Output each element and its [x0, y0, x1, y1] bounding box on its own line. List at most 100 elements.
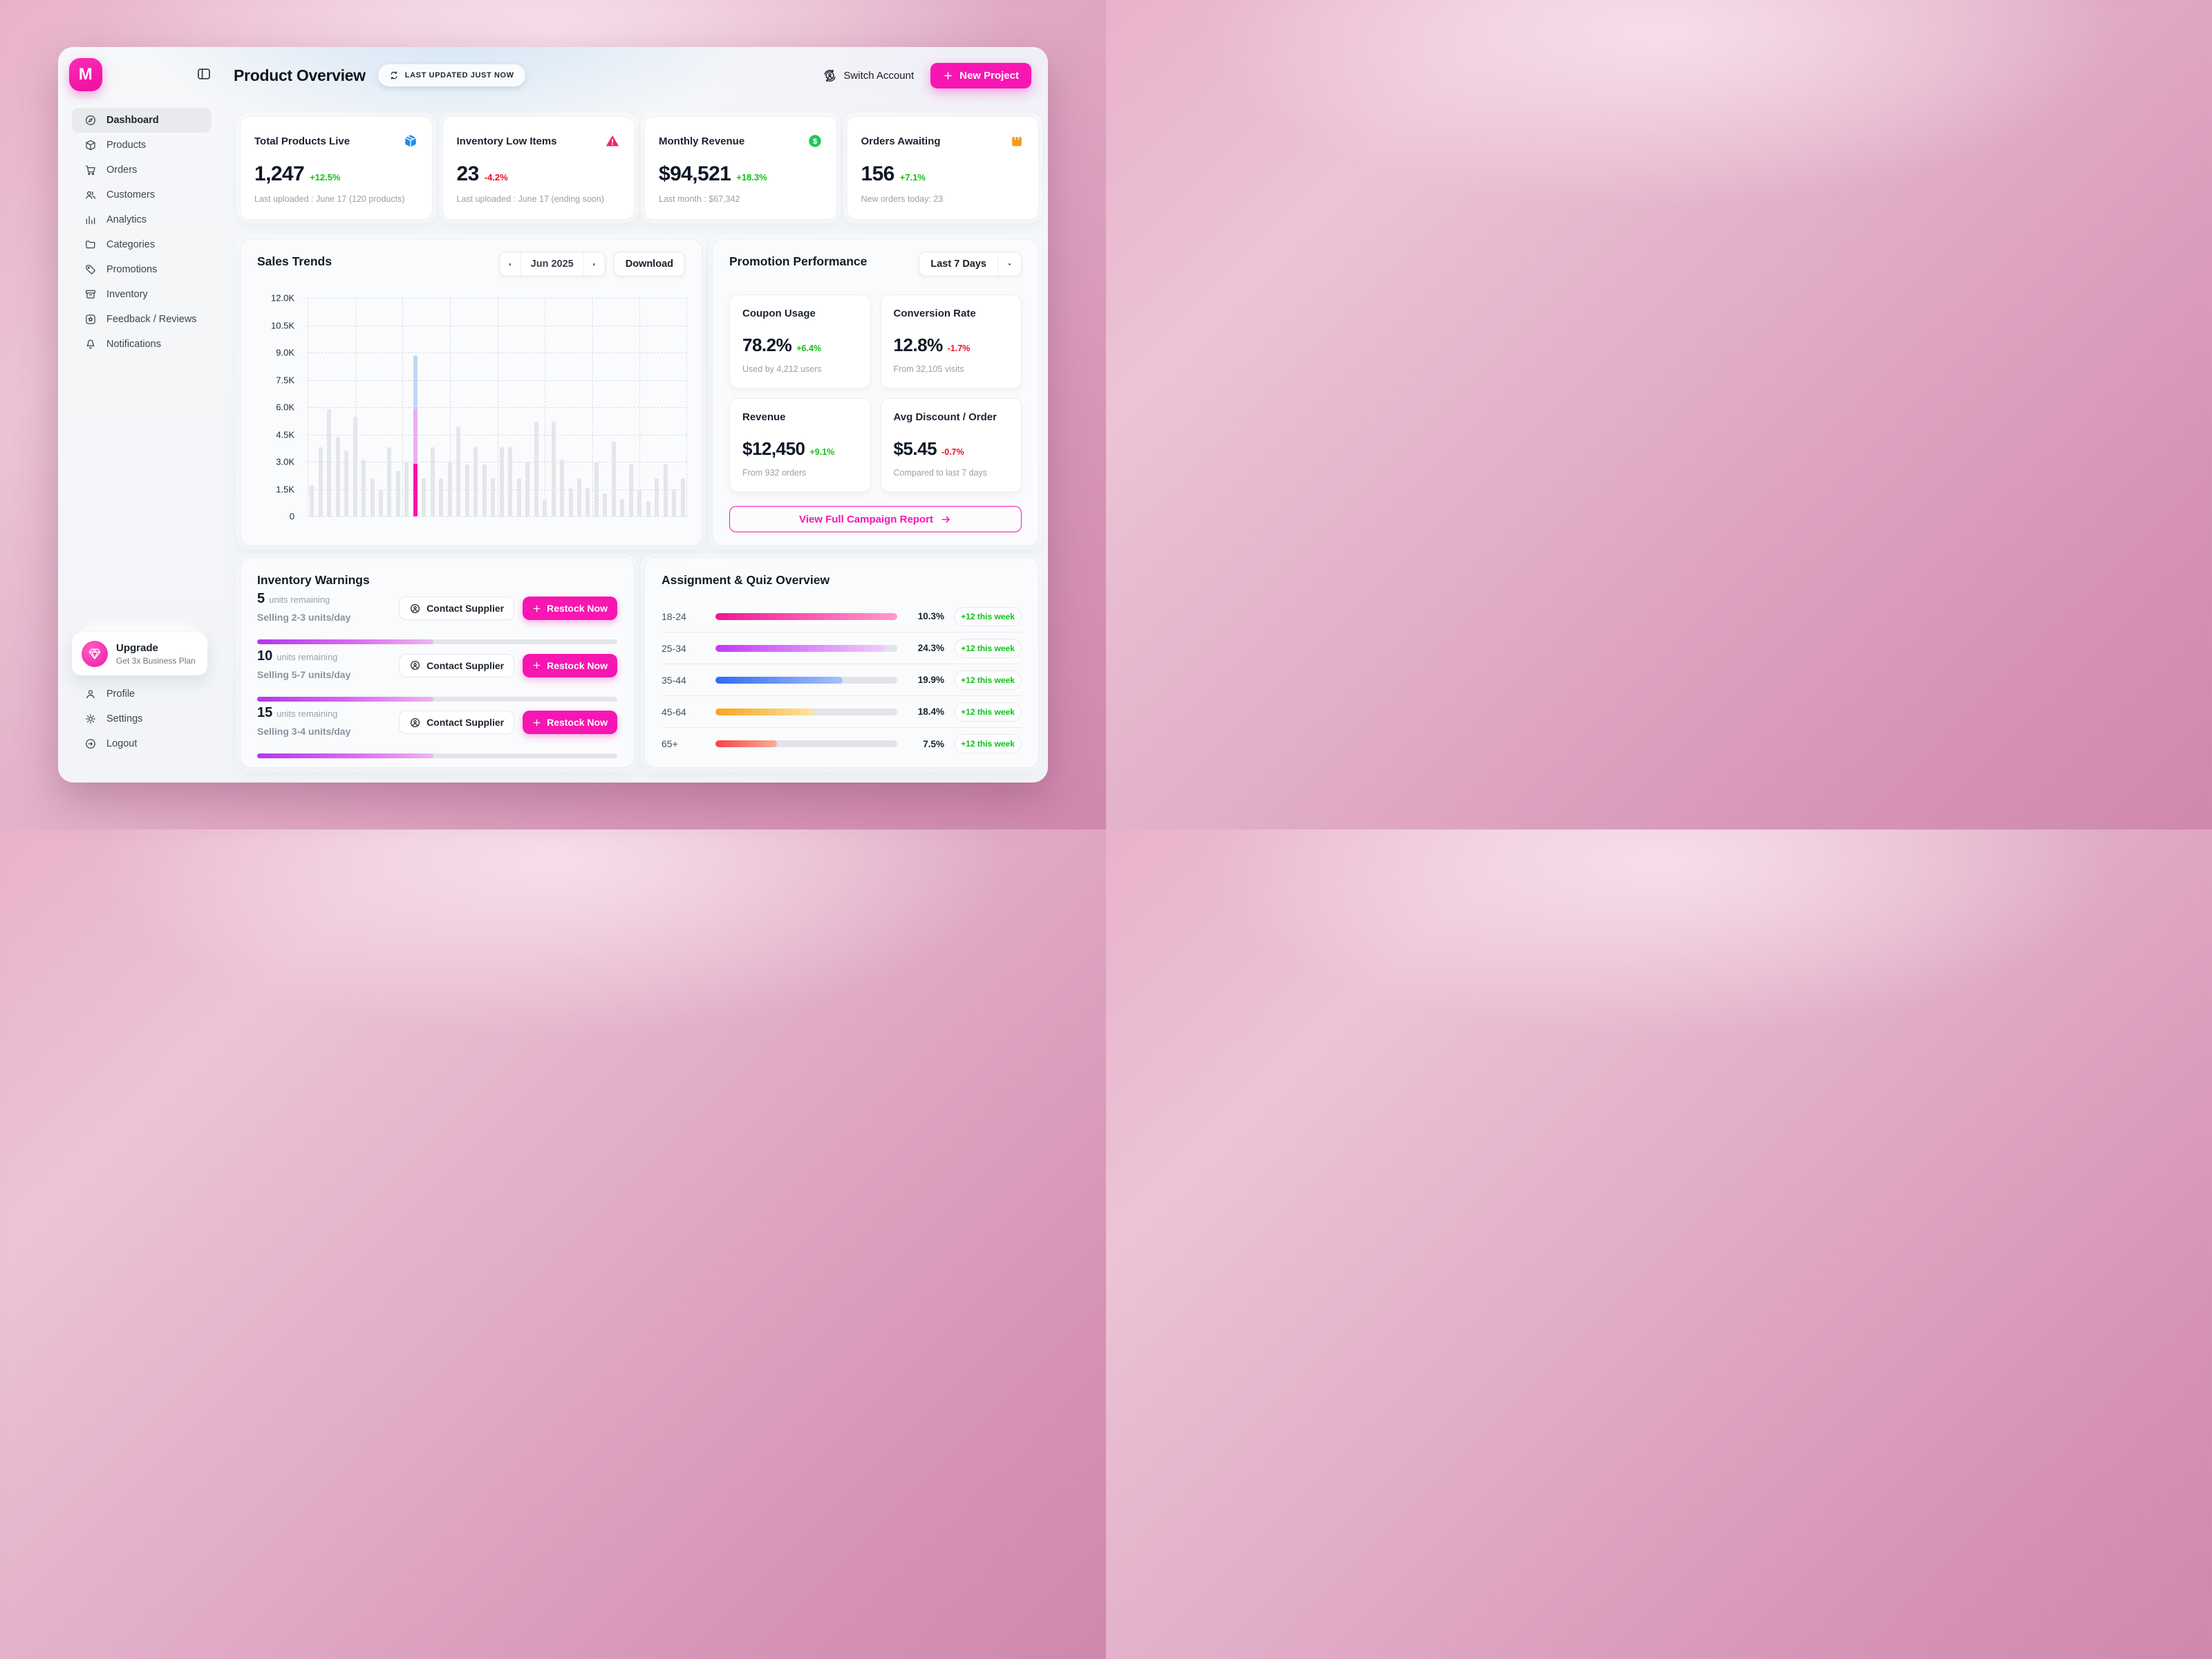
chart-bar — [362, 460, 366, 516]
view-campaign-report-button[interactable]: View Full Campaign Report — [729, 506, 1022, 532]
stat-label: Monthly Revenue — [659, 135, 745, 147]
age-group-bar-track — [715, 708, 897, 715]
promotion-metric-card: Coupon Usage 78.2% +6.4% Used by 4,212 u… — [729, 294, 871, 388]
sidebar-item-dashboard[interactable]: Dashboard — [72, 108, 212, 133]
metric-delta: -1.7% — [947, 344, 971, 353]
refresh-icon — [389, 71, 399, 80]
plus-icon — [532, 604, 541, 613]
chart-bar — [551, 422, 556, 516]
sidebar-item-inventory[interactable]: Inventory — [72, 282, 212, 307]
stat-label: Total Products Live — [254, 135, 350, 147]
inventory-warnings-title: Inventory Warnings — [257, 573, 370, 587]
age-group-row: 25-34 24.3% +12 this week — [662, 632, 1022, 664]
y-axis-tick-label: 6.0K — [276, 402, 294, 413]
chart-bar — [655, 478, 659, 516]
bag-icon — [1009, 133, 1024, 149]
month-navigator: Jun 2025 — [498, 252, 606, 276]
chart-bar — [646, 500, 650, 516]
weekly-change-badge: +12 this week — [954, 734, 1022, 753]
contact-supplier-button[interactable]: Contact Supplier — [399, 653, 515, 677]
upgrade-card-stack: Upgrade Get 3x Business Plan — [72, 621, 207, 675]
contact-supplier-button[interactable]: Contact Supplier — [399, 597, 515, 620]
folder-icon — [84, 238, 97, 251]
contact-supplier-label: Contact Supplier — [427, 717, 505, 728]
next-month-button[interactable] — [584, 252, 605, 276]
sidebar-footer-nav: Profile Settings Logout — [72, 682, 212, 756]
sidebar-item-feedback-reviews[interactable]: Feedback / Reviews — [72, 307, 212, 332]
chart-bar — [534, 422, 538, 516]
age-group-bar-track — [715, 676, 897, 684]
age-group-label: 18-24 — [662, 610, 686, 622]
age-group-label: 45-64 — [662, 706, 686, 718]
stat-label: Orders Awaiting — [861, 135, 941, 147]
sidebar-item-orders[interactable]: Orders — [72, 158, 212, 182]
units-remaining: 5 units remaining — [257, 591, 330, 606]
switch-account-icon — [823, 68, 837, 83]
restock-now-label: Restock Now — [547, 717, 608, 728]
compass-icon — [84, 114, 97, 126]
sidebar-item-categories[interactable]: Categories — [72, 232, 212, 257]
age-group-row: 65+ 7.5% +12 this week — [662, 728, 1022, 760]
stat-value: 156 — [861, 162, 895, 185]
age-group-label: 35-44 — [662, 674, 686, 686]
sidebar-item-analytics[interactable]: Analytics — [72, 207, 212, 232]
sidebar-item-products[interactable]: Products — [72, 133, 212, 158]
upgrade-card[interactable]: Upgrade Get 3x Business Plan — [72, 632, 207, 675]
assignment-quiz-title: Assignment & Quiz Overview — [662, 573, 830, 587]
inventory-warnings-panel: Inventory Warnings 5 units remaining Sell… — [240, 557, 635, 768]
age-group-label: 25-34 — [662, 642, 686, 654]
chart-bar — [379, 489, 384, 516]
selling-rate: Selling 5-7 units/day — [257, 668, 351, 680]
upgrade-subtitle: Get 3x Business Plan — [116, 656, 196, 666]
stat-delta: -4.2% — [484, 172, 508, 182]
stock-progress-fill — [257, 753, 434, 758]
weekly-change-badge: +12 this week — [954, 670, 1022, 690]
chart-bar — [404, 462, 409, 516]
switch-account-button[interactable]: Switch Account — [823, 68, 914, 83]
y-axis-tick-label: 10.5K — [271, 320, 294, 330]
stat-footnote: Last uploaded : June 17 (ending soon) — [456, 194, 604, 204]
download-button[interactable]: Download — [613, 252, 685, 276]
metric-delta: +9.1% — [809, 447, 835, 457]
restock-now-button[interactable]: Restock Now — [523, 597, 617, 620]
stat-label: Inventory Low Items — [456, 135, 557, 147]
prev-month-button[interactable] — [500, 252, 521, 276]
gridline-horizontal — [308, 516, 687, 517]
view-campaign-report-label: View Full Campaign Report — [799, 513, 933, 525]
chart-bar — [680, 478, 685, 516]
chart-bar — [543, 500, 547, 516]
chart-bar — [344, 451, 349, 516]
sidebar-item-logout[interactable]: Logout — [72, 731, 212, 756]
sidebar-item-notifications[interactable]: Notifications — [72, 332, 212, 357]
sales-trends-panel: Sales Trends Jun 2025 Download 12.0K 10.5… — [240, 238, 702, 546]
stock-progress-track — [257, 696, 617, 702]
sidebar-item-customers[interactable]: Customers — [72, 182, 212, 207]
gear-icon — [84, 713, 97, 725]
sidebar-collapse-icon[interactable] — [196, 66, 212, 82]
gridline-vertical — [686, 298, 687, 516]
svg-text:$: $ — [812, 138, 817, 146]
sidebar-item-label: Profile — [106, 688, 135, 700]
brand-logo[interactable]: M — [69, 58, 102, 91]
chart-bar — [594, 462, 599, 516]
age-group-percentage: 19.9% — [917, 675, 944, 685]
weekly-change-badge: +12 this week — [954, 702, 1022, 722]
chart-bar — [525, 462, 530, 516]
sidebar-item-promotions[interactable]: Promotions — [72, 257, 212, 282]
restock-now-button[interactable]: Restock Now — [523, 711, 617, 734]
sidebar-item-settings[interactable]: Settings — [72, 706, 212, 731]
new-project-button[interactable]: New Project — [930, 62, 1031, 88]
units-remaining: 10 units remaining — [257, 648, 338, 664]
y-axis-tick-label: 3.0K — [276, 456, 294, 467]
inventory-row: 10 units remaining Selling 5-7 units/day … — [257, 648, 617, 706]
age-group-bar-fill — [715, 644, 885, 652]
restock-now-button[interactable]: Restock Now — [523, 653, 617, 677]
sidebar-item-profile[interactable]: Profile — [72, 682, 212, 706]
contact-supplier-button[interactable]: Contact Supplier — [399, 711, 515, 734]
dollar-icon: $ — [807, 133, 823, 149]
range-dropdown[interactable]: Last 7 Days — [919, 252, 1022, 276]
app-window: M Dashboard Products Orders Customers Analyt… — [58, 47, 1048, 782]
age-group-row: 45-64 18.4% +12 this week — [662, 696, 1022, 728]
age-group-bar-track — [715, 740, 897, 747]
chart-bar — [620, 498, 625, 516]
